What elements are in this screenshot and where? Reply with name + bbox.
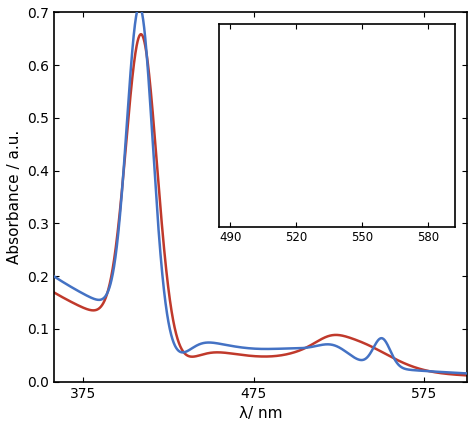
X-axis label: λ/ nm: λ/ nm [239,406,283,421]
Y-axis label: Absorbance / a.u.: Absorbance / a.u. [7,130,22,264]
